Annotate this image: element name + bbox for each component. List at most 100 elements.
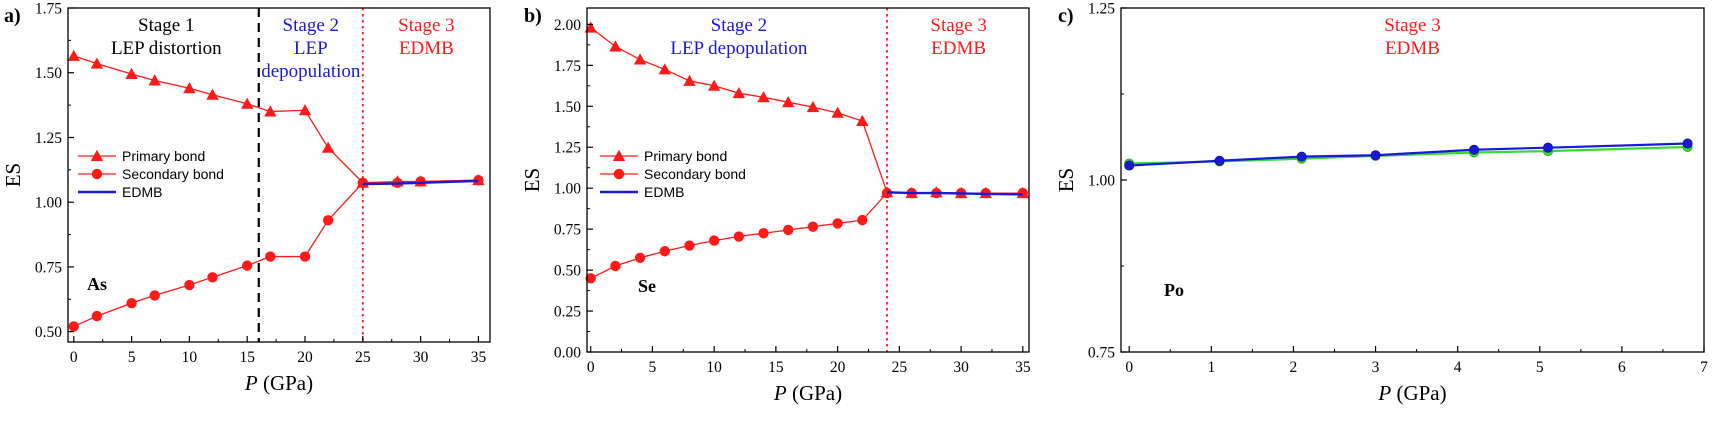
series-line-edmb [886, 191, 1023, 196]
x-tick-label: 30 [953, 359, 969, 376]
data-point [265, 251, 276, 262]
data-point [758, 228, 769, 239]
data-point [807, 221, 819, 232]
legend-marker [612, 149, 626, 161]
data-point [831, 106, 844, 118]
data-point [1370, 150, 1381, 161]
data-point [90, 57, 104, 69]
x-tick-label: 1 [1207, 359, 1215, 376]
legend-label: Secondary bond [122, 166, 224, 182]
data-point [658, 63, 671, 75]
x-tick-label: 7 [1700, 359, 1708, 376]
data-point [473, 174, 484, 186]
data-point [707, 79, 721, 91]
y-tick-label: 1.25 [554, 140, 581, 157]
data-point [609, 40, 622, 52]
data-point [68, 321, 79, 332]
x-axis-label: P (GPa) [773, 381, 842, 405]
stage-label: EDMB [1385, 38, 1440, 59]
y-tick-label: 1.50 [35, 65, 62, 82]
x-tick-label: 20 [297, 349, 313, 366]
series-line-secondary-bond [590, 192, 1023, 279]
y-tick-label: 0.75 [35, 259, 62, 276]
y-axis-label: ES [1, 163, 25, 188]
data-point [683, 74, 696, 86]
x-tick-label: 35 [471, 349, 487, 366]
plot-frame [1120, 7, 1705, 353]
data-point [149, 290, 160, 301]
x-tick-label: 25 [892, 359, 908, 376]
x-axis-label-unit: (GPa) [258, 371, 313, 395]
data-point [1017, 187, 1029, 199]
data-point [207, 272, 218, 283]
element-label: Po [1164, 280, 1184, 300]
data-point [91, 310, 103, 322]
plot-frame [586, 7, 1030, 353]
data-point [298, 104, 312, 116]
data-point [241, 97, 254, 109]
data-point [708, 235, 720, 246]
y-tick-label: 0.25 [554, 304, 581, 321]
data-point [585, 273, 596, 284]
data-point [1542, 142, 1553, 153]
data-point [299, 251, 311, 262]
legend-marker [613, 168, 625, 180]
x-axis-label-variable: P [244, 371, 258, 395]
y-tick-label: 1.75 [554, 58, 581, 75]
x-tick-label: 35 [1015, 359, 1031, 376]
x-tick-label: 15 [768, 359, 784, 376]
data-point [832, 218, 843, 229]
stage-label: LEP depopulation [670, 38, 808, 59]
y-tick-label: 0.00 [554, 345, 581, 362]
y-tick-label: 1.50 [554, 99, 581, 116]
y-tick-label: 0.50 [35, 324, 62, 341]
stage-label: LEP distortion [111, 38, 222, 59]
legend-label: Primary bond [644, 148, 727, 164]
data-point [806, 100, 820, 113]
legend-marker [91, 168, 103, 180]
legend-label: Primary bond [122, 148, 205, 164]
x-axis-label-variable: P [1377, 381, 1391, 405]
x-tick-label: 30 [413, 349, 429, 366]
x-axis-label-unit: (GPa) [787, 381, 842, 405]
data-point [783, 224, 794, 236]
data-point [633, 53, 647, 65]
x-tick-label: 0 [70, 349, 78, 366]
legend-label: EDMB [122, 184, 162, 200]
x-tick-label: 3 [1372, 359, 1380, 376]
x-axis-label-variable: P [773, 381, 787, 405]
stage-label: Stage 1 [138, 15, 194, 36]
x-tick-label: 20 [830, 359, 846, 376]
panel-label: a) [4, 5, 21, 27]
stage-label: LEP [294, 38, 328, 59]
data-point [856, 114, 869, 126]
data-point [659, 246, 670, 257]
data-point [184, 279, 195, 291]
data-point [206, 88, 219, 100]
panel-label: b) [524, 5, 542, 27]
data-point [183, 82, 196, 94]
data-point [1124, 160, 1135, 171]
data-point [1214, 155, 1225, 166]
stage-label: Stage 3 [398, 15, 454, 36]
data-point [634, 252, 646, 264]
y-axis-label: ES [1054, 168, 1078, 193]
data-point [732, 86, 746, 99]
x-tick-label: 2 [1290, 359, 1298, 376]
x-tick-label: 10 [706, 359, 722, 376]
x-tick-label: 25 [355, 349, 371, 366]
data-point [242, 260, 253, 271]
stage-label: EDMB [931, 38, 986, 59]
y-tick-label: 0.50 [554, 263, 581, 280]
series-line-edmb [362, 179, 479, 186]
x-tick-label: 0 [1125, 359, 1133, 376]
data-point [857, 214, 868, 226]
y-tick-label: 2.00 [554, 17, 581, 34]
x-tick-label: 4 [1454, 359, 1462, 376]
stage-label: depopulation [261, 61, 361, 82]
data-point [782, 95, 795, 108]
